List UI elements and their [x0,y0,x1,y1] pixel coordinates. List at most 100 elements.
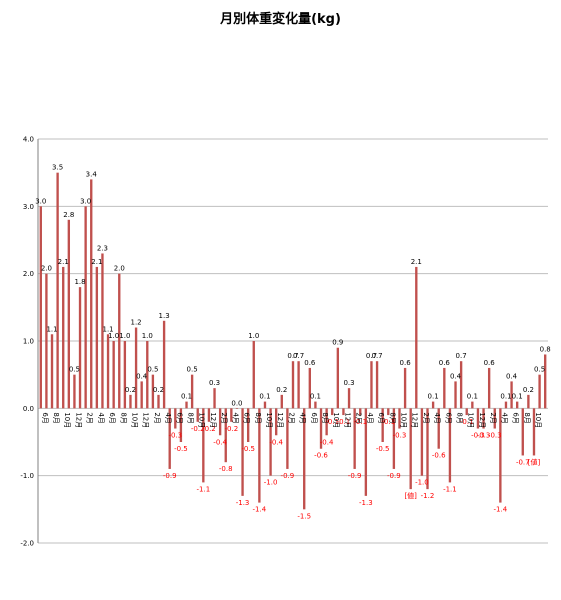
bar [375,361,379,409]
bar [448,408,452,483]
category-label: 4月 [164,412,172,423]
data-label: -0.2 [191,425,205,433]
bar [291,361,295,409]
bar [504,401,508,409]
data-label: -0.9 [387,472,401,480]
data-label: 0.7 [371,352,382,360]
bar [544,354,547,409]
bar [331,408,334,416]
bar [95,266,99,409]
category-label: 4月 [433,412,441,423]
bar [39,206,42,409]
category-label: 10月 [332,412,340,428]
category-label: 6月 [310,412,318,423]
data-label: 1.0 [108,332,119,340]
data-label: -0.3 [168,432,182,440]
data-label: -1.4 [253,506,267,514]
bar [476,408,480,429]
data-label: -0.4 [320,438,334,446]
bar [443,367,446,409]
category-label: 12月 [74,412,82,428]
data-label: 0.7 [293,352,304,360]
bar [364,408,368,496]
bar [454,381,457,409]
bar [347,388,351,409]
data-label: 0.3 [209,379,220,387]
bar [67,219,71,409]
y-tick-label: 0.0 [23,405,34,413]
bar [538,374,541,409]
data-label: 0.0 [231,399,242,407]
data-label: 0.1 [181,393,192,401]
category-label: 6月 [175,412,183,423]
data-label: 0.2 [153,386,164,394]
bar [342,408,345,416]
bar [493,408,496,429]
bar [196,408,199,422]
bar [381,408,384,442]
bar [471,401,474,409]
data-label: 0.4 [506,372,518,380]
bar [84,206,87,409]
category-label: 10月 [534,412,542,428]
bar [118,273,121,409]
bar [129,394,132,409]
data-label: 1.1 [46,325,57,333]
category-label: 4月 [299,412,307,423]
category-label: 2月 [489,412,497,423]
data-label: 0.2 [125,386,136,394]
data-label: -1.4 [494,506,508,514]
category-label: 2月 [287,412,295,423]
bars [39,172,547,510]
data-label: 0.6 [439,359,451,367]
data-label: 0.5 [147,366,158,374]
y-tick-label: 3.0 [23,203,34,211]
data-label: 0.2 [523,386,534,394]
bar [224,408,227,463]
category-label: 10月 [63,412,71,428]
data-label: -0.3 [477,432,491,440]
category-label: 12月 [343,412,351,428]
bar [275,408,278,436]
category-label: 8月 [254,412,262,423]
data-label: 0.6 [304,359,316,367]
bar [190,374,194,409]
bar [499,408,502,503]
bar [370,361,373,409]
category-label: 8月 [456,412,464,423]
bar [437,408,440,449]
bar [162,320,166,409]
bar [420,408,424,476]
bar [532,408,536,456]
bar [297,361,300,409]
data-label: 0.1 [259,393,270,401]
bar [73,374,76,409]
bar [314,401,317,409]
x-axis-categories: 6月 8月 10月 12月 2月 4月 6月 8月 10月 12月 2月 4月 6月 8月 10月 12月 2月… [41,412,542,428]
data-label: 0.7 [456,352,467,360]
data-label: 2.1 [58,258,69,266]
category-label: 8月 [119,412,127,423]
data-label: -0.4 [213,438,227,446]
bar [151,374,155,409]
bar [392,408,396,469]
data-label: -1.1 [443,485,457,493]
bar [515,401,519,409]
data-label: 0.6 [484,359,496,367]
bar [62,266,65,409]
bar [134,327,138,409]
bar [319,408,323,449]
category-label: 12月 [276,412,284,428]
bar [168,408,171,469]
bar [286,408,289,469]
category-label: 12月 [142,412,150,428]
data-label: -0.5 [174,445,188,453]
data-label: -0.9 [163,472,177,480]
data-label: 2.0 [41,265,52,273]
bar [56,172,59,409]
category-label: 6月 [108,412,116,423]
category-label: 8月 [388,412,396,423]
bar [415,266,418,409]
data-label: 2.1 [411,258,422,266]
bar [527,394,530,409]
